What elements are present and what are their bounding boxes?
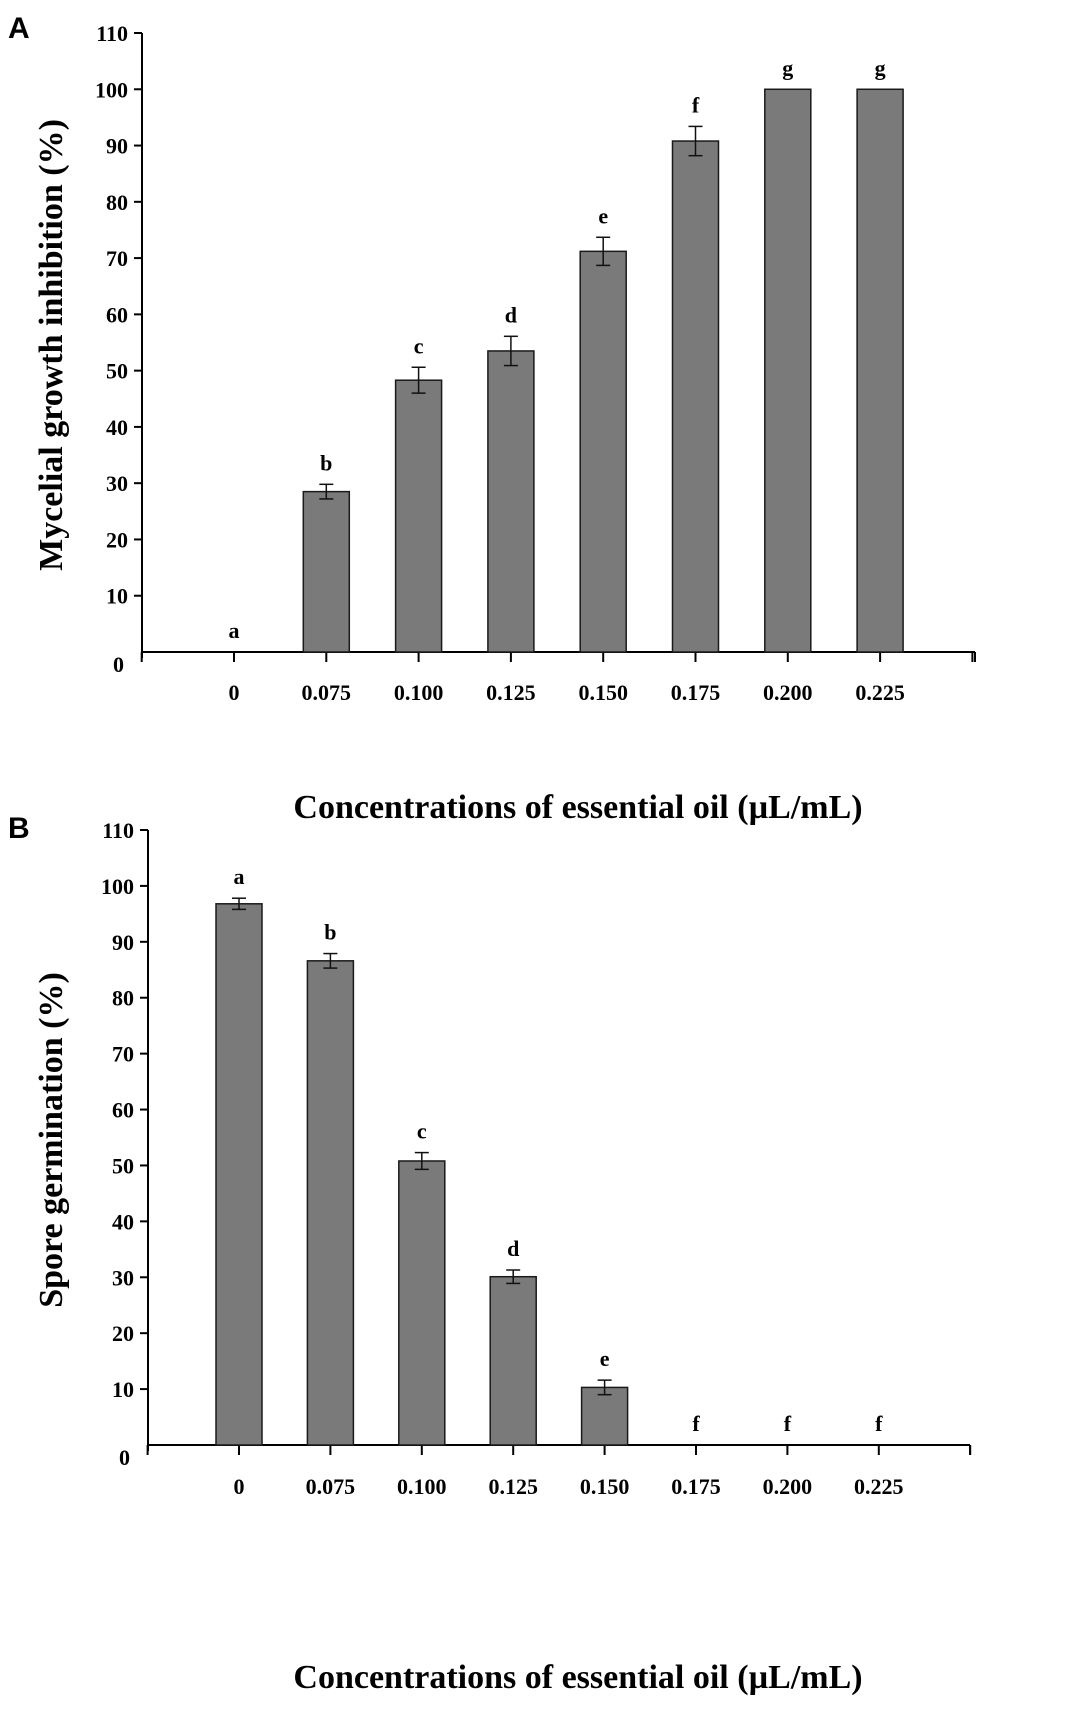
bars: a b c d e f f f	[215, 864, 883, 1446]
error-bar-0	[232, 897, 246, 911]
error-bar-0.150	[597, 1379, 612, 1396]
significance-label: c	[417, 1119, 427, 1144]
y-tick-label: 90	[106, 134, 128, 159]
x-axis-title: Concentrations of essential oil (µL/mL)	[293, 789, 862, 826]
significance-label: g	[782, 55, 793, 80]
x-tick-label: 0	[229, 680, 240, 705]
bar-0.100	[398, 1160, 446, 1446]
bar-0	[215, 903, 263, 1446]
significance-label: b	[320, 450, 332, 475]
bar-0.150	[580, 1386, 629, 1446]
error-bar-0.100	[411, 366, 426, 394]
axes	[134, 32, 976, 662]
significance-label: b	[324, 920, 336, 945]
y-tick-label: 110	[96, 21, 128, 46]
panel-label: A	[8, 12, 30, 45]
error-bar-0.150	[596, 236, 611, 267]
x-tick-label: 0.100	[394, 680, 444, 705]
x-tick-labels: 0 0.075 0.100 0.125 0.150 0.175 0.200 0.225	[229, 680, 905, 705]
bar-0.200	[764, 88, 812, 653]
significance-label: a	[234, 864, 245, 889]
x-tick-label: 0.225	[855, 680, 905, 705]
y-tick-label: 0	[119, 1445, 130, 1470]
y-axis-title: Mycelial growth inhibition (%)	[33, 119, 70, 571]
y-tick-label: 30	[112, 1265, 134, 1290]
x-tick-label: 0.100	[397, 1474, 447, 1499]
significance-label: f	[692, 1411, 700, 1436]
bar-chart-mycelial-growth: A a b c d e f g g 0 10 20 30 40 50 60 70 80 90 100 110 0 0.…	[8, 12, 976, 826]
chart-panel-a: A a b c d e f g g 0 10 20 30 40 50 60 70 80 90 100 110 0 0.…	[8, 12, 976, 826]
bar-chart-spore-germination: B a b c d e f f f 0 10 20 30 40 50 60 70 80 90 100 110 0 0.…	[8, 812, 972, 1696]
significance-label: e	[600, 1346, 610, 1371]
error-bar-0.100	[414, 1151, 429, 1171]
bar-0.075	[302, 490, 351, 653]
x-tick-label: 0.175	[671, 680, 721, 705]
chart-panel-b: B a b c d e f f f 0 10 20 30 40 50 60 70 80 90 100 110 0 0.…	[0, 800, 1081, 1710]
y-tick-label: 30	[106, 471, 128, 496]
y-tick-label: 70	[112, 1042, 134, 1067]
y-tick-labels: 0 10 20 30 40 50 60 70 80 90 100 110	[95, 21, 128, 677]
y-tick-label: 90	[112, 930, 134, 955]
bar-0.225	[856, 88, 904, 653]
y-tick-label: 40	[112, 1209, 134, 1234]
y-tick-label: 100	[101, 874, 134, 899]
error-bar-0.075	[323, 952, 338, 969]
bars: a b c d e f g g	[229, 55, 904, 653]
x-tick-label: 0.075	[306, 1474, 356, 1499]
y-tick-labels: 0 10 20 30 40 50 60 70 80 90 100 110	[101, 818, 134, 1470]
x-tick-label: 0.075	[302, 680, 352, 705]
significance-label: f	[875, 1411, 883, 1436]
y-tick-label: 60	[106, 302, 128, 327]
error-bar-0.125	[503, 335, 518, 367]
y-tick-label: 10	[106, 584, 128, 609]
y-tick-label: 0	[113, 652, 124, 677]
y-axis-title: Spore germination (%)	[33, 972, 70, 1308]
y-tick-label: 60	[112, 1098, 134, 1123]
y-tick-label: 40	[106, 415, 128, 440]
error-bar-0.175	[688, 125, 703, 157]
x-tick-label: 0.200	[763, 680, 813, 705]
x-tick-label: 0.125	[486, 680, 536, 705]
panel-label: B	[8, 812, 30, 845]
y-tick-label: 50	[112, 1153, 134, 1178]
significance-label: g	[875, 55, 886, 80]
significance-label: e	[598, 203, 608, 228]
x-tick-label: 0	[234, 1474, 245, 1499]
bar-0.175	[671, 140, 720, 653]
axes	[140, 829, 972, 1455]
significance-label: f	[784, 1411, 792, 1436]
bar-0.125	[489, 1275, 537, 1446]
significance-label: d	[507, 1236, 519, 1261]
y-tick-label: 10	[112, 1377, 134, 1402]
x-axis-title: Concentrations of essential oil (µL/mL)	[293, 1659, 862, 1696]
significance-label: f	[692, 92, 700, 117]
x-tick-label: 0.125	[488, 1474, 538, 1499]
significance-label: d	[505, 302, 517, 327]
y-tick-label: 80	[112, 986, 134, 1011]
x-tick-label: 0.225	[854, 1474, 904, 1499]
bar-0.075	[306, 960, 355, 1446]
x-tick-label: 0.150	[580, 1474, 630, 1499]
y-tick-label: 110	[102, 818, 134, 843]
error-bar-0.125	[506, 1269, 521, 1285]
bar-0.100	[394, 379, 443, 653]
bar-0.150	[579, 250, 627, 653]
x-tick-label: 0.200	[763, 1474, 813, 1499]
y-tick-label: 80	[106, 190, 128, 215]
y-tick-label: 70	[106, 246, 128, 271]
bar-0.125	[487, 350, 535, 653]
significance-label: c	[414, 333, 424, 358]
y-tick-label: 20	[112, 1321, 134, 1346]
significance-label: a	[229, 618, 240, 643]
error-bar-0.075	[319, 483, 334, 500]
x-tick-label: 0.175	[671, 1474, 721, 1499]
y-tick-label: 100	[95, 77, 128, 102]
x-tick-label: 0.150	[578, 680, 628, 705]
y-tick-label: 20	[106, 527, 128, 552]
x-tick-labels: 0 0.075 0.100 0.125 0.150 0.175 0.200 0.225	[234, 1474, 904, 1499]
y-tick-label: 50	[106, 359, 128, 384]
